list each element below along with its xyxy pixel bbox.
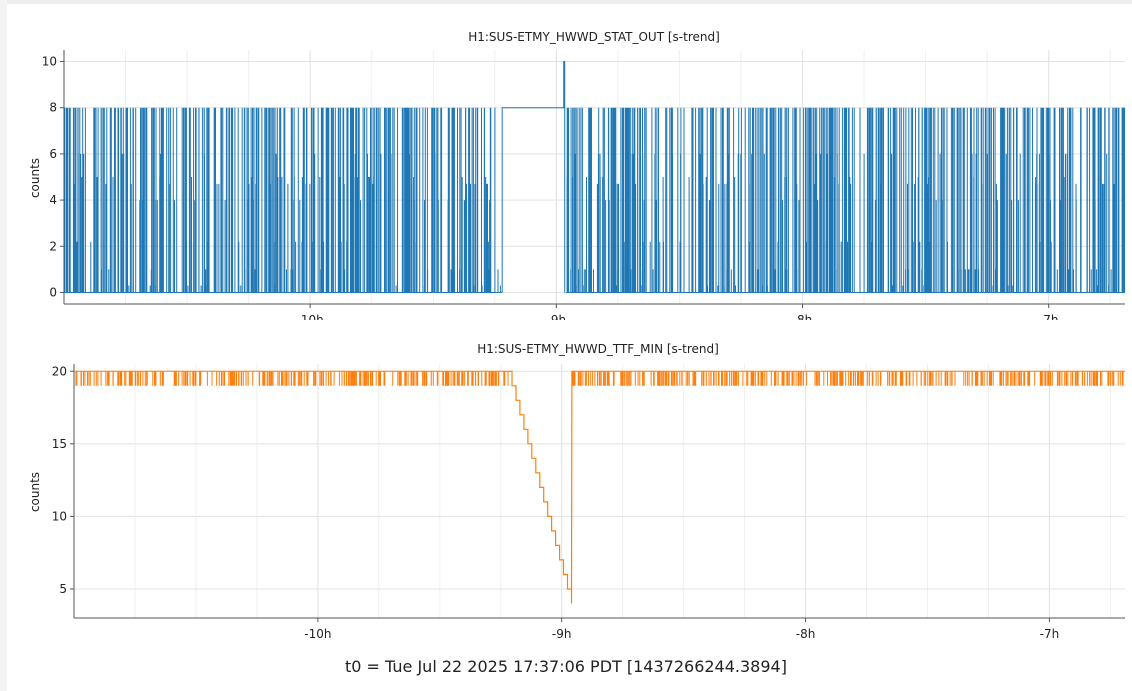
ttf-min-line [74,370,1125,386]
y-tick-label: 15 [52,437,67,451]
x-tick-label: -8h [796,627,816,641]
stat-out-line [64,107,1126,293]
x-tick-label: -9h [552,627,572,641]
x-tick-label: -7h [1039,313,1059,320]
y-axis-label: counts [28,158,42,198]
y-axis-label: counts [28,472,42,512]
y-tick-label: 10 [52,509,67,523]
t0-footer: t0 = Tue Jul 22 2025 17:37:06 PDT [14372… [345,657,787,676]
window-left-border [0,0,7,691]
stat-out-plateau [501,61,566,293]
grid [73,364,1125,618]
y-tick-label: 20 [52,364,67,378]
ttf-min-ramp [508,370,573,604]
ttf-min-chart: H1:SUS-ETMY_HWWD_TTF_MIN [s-trend] count… [28,342,1125,641]
ttf-min-series [74,370,1125,604]
y-tick-label: 0 [49,285,57,299]
y-tick-label: 10 [42,55,57,69]
x-tick-label: -10h [304,627,331,641]
y-tick-label: 8 [49,101,57,115]
window-top-border [0,0,1132,4]
y-tick-label: 5 [59,582,67,596]
stat-out-chart: H1:SUS-ETMY_HWWD_STAT_OUT [s-trend] coun… [28,30,1126,320]
stat-out-series [64,61,1126,293]
x-tick-label: -10h [297,313,324,320]
y-tick-label: 4 [49,193,57,207]
chart-title: H1:SUS-ETMY_HWWD_TTF_MIN [s-trend] [477,342,719,356]
x-tick-label: -9h [547,313,567,320]
y-tick-label: 2 [49,239,57,253]
chart-title: H1:SUS-ETMY_HWWD_STAT_OUT [s-trend] [468,30,720,44]
x-tick-label: -7h [1040,627,1060,641]
x-tick-label: -8h [793,313,813,320]
y-tick-label: 6 [49,147,57,161]
